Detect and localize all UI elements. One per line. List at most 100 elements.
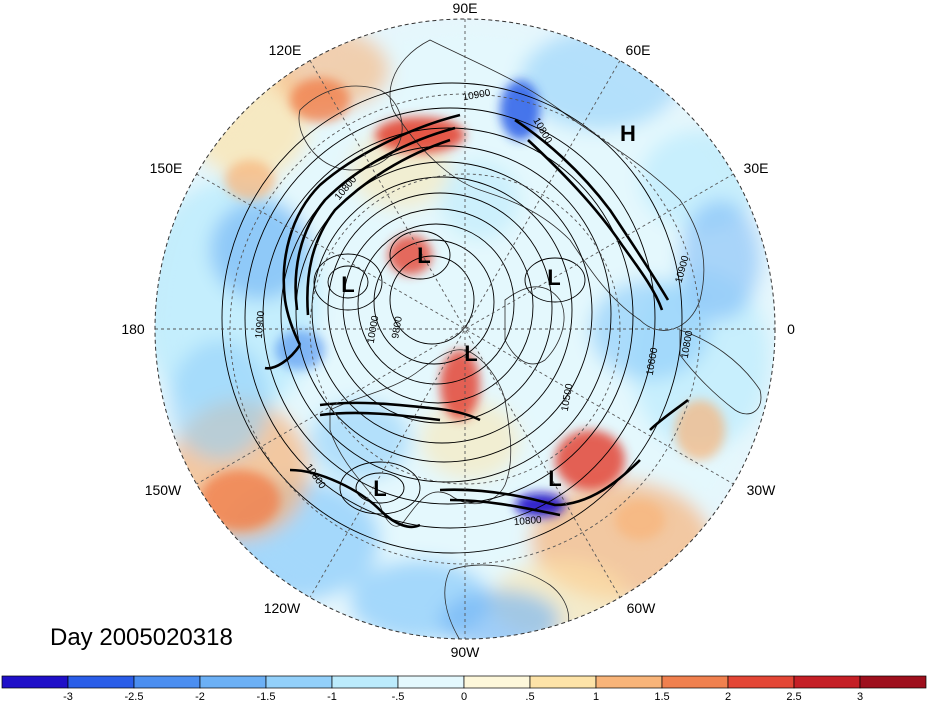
height-contour — [389, 255, 475, 345]
lon-label-120w: 120W — [264, 600, 301, 616]
lon-label-0: 0 — [787, 321, 795, 337]
contour-label: 10500 — [560, 382, 576, 412]
colorbar-tick-label: 2.5 — [786, 691, 801, 702]
contour-label: 10000 — [366, 314, 382, 344]
lon-label-120e: 120E — [269, 42, 302, 58]
meridian-150 — [196, 173, 734, 485]
anomaly-patch — [520, 30, 680, 130]
contour-label: 10900 — [462, 88, 492, 104]
height-contour — [221, 82, 683, 554]
low-pressure-marker: L — [341, 272, 354, 297]
jet-streak — [649, 398, 689, 431]
height-contour — [244, 107, 656, 529]
lon-label-90w: 90W — [451, 644, 481, 660]
jet-streak — [306, 138, 451, 316]
anomaly-patch — [440, 590, 560, 639]
map-disk — [155, 19, 775, 639]
colorbar-swatch — [67, 675, 135, 689]
height-contours — [221, 82, 683, 554]
height-contour — [355, 472, 405, 504]
lon-label-180: 180 — [121, 321, 145, 337]
height-contour — [311, 176, 573, 444]
low-pressure-marker: L — [548, 466, 561, 491]
anomaly-patch — [225, 160, 275, 200]
colorbar-swatch — [331, 675, 399, 689]
meridian-120 — [309, 60, 621, 598]
colorbar-tick-label: 0 — [461, 691, 467, 702]
height-contour — [339, 461, 421, 515]
colorbar-swatch — [199, 675, 267, 689]
colorbar-tick-label: .5 — [525, 691, 534, 702]
height-contour — [262, 127, 634, 505]
pressure-centers: H L L L L L L — [341, 121, 636, 501]
contour-label: 10800 — [680, 329, 696, 359]
lon-label-60w: 60W — [627, 600, 657, 616]
colorbar-tick-label: -3 — [63, 691, 73, 702]
colorbar-swatch — [793, 675, 861, 689]
coastline-africa-north — [679, 329, 762, 415]
anomaly-patch — [500, 80, 540, 140]
anomaly-patch — [440, 160, 520, 240]
colorbar-swatch — [529, 675, 597, 689]
jet-streak — [264, 344, 302, 370]
jet-streak — [282, 113, 461, 346]
contour-label: 10900 — [254, 310, 267, 339]
low-pressure-marker: L — [464, 341, 477, 366]
anomaly-patch — [170, 340, 270, 460]
colorbar-swatch — [133, 675, 201, 689]
height-contour — [295, 161, 593, 463]
graticule — [155, 19, 775, 639]
coastline-greenland — [504, 286, 565, 365]
anomaly-patch — [615, 500, 665, 540]
meridian-30 — [196, 173, 734, 485]
low-pressure-marker: L — [417, 243, 430, 268]
height-contour — [373, 239, 495, 365]
contour-label: 9800 — [390, 315, 405, 339]
colorbar-tick-label: -2.5 — [125, 691, 144, 702]
colorbar-swatch — [265, 675, 333, 689]
colorbar-swatch — [595, 675, 663, 689]
colorbar: -3 -2.5 -2 -1.5 -1 -.5 0 .5 1 1.5 2 2.5 3 — [1, 675, 927, 703]
anomaly-patch — [200, 470, 280, 530]
anomaly-patch — [310, 400, 410, 480]
lon-label-150e: 150E — [150, 160, 183, 176]
colorbar-swatch — [859, 675, 927, 689]
jet-streak — [439, 459, 641, 507]
jet-streak — [319, 401, 481, 422]
colorbar-swatch — [661, 675, 729, 689]
height-contour — [342, 208, 534, 404]
jet-streak — [319, 411, 441, 422]
jet-streak — [289, 468, 421, 529]
anomaly-patch — [375, 117, 465, 153]
high-pressure-marker: H — [620, 121, 636, 146]
map-border — [154, 18, 776, 640]
jet-streaks — [264, 113, 689, 529]
anomaly-patch — [388, 235, 432, 275]
coastline-south-america-top — [444, 564, 569, 639]
colorbar-tick-label: 1.5 — [654, 691, 669, 702]
colorbar-swatch — [727, 675, 795, 689]
lon-label-150w: 150W — [145, 482, 182, 498]
height-contour — [389, 230, 451, 280]
day-title: Day 2005020318 — [50, 624, 233, 651]
meridian-60 — [309, 60, 621, 598]
colorbar-tick-label: -.5 — [392, 691, 405, 702]
colorbar-tick-label: -1.5 — [257, 691, 276, 702]
low-pressure-marker: L — [547, 265, 560, 290]
height-contour — [524, 257, 586, 303]
anomaly-patch — [680, 200, 760, 320]
height-contour — [313, 253, 383, 311]
anomaly-patch — [675, 400, 725, 460]
colorbar-tick-label: 1 — [593, 691, 599, 702]
low-pressure-marker: L — [373, 476, 386, 501]
colorbar-tick-label: -1 — [327, 691, 337, 702]
height-contour — [357, 223, 515, 385]
lon-label-30e: 30E — [744, 160, 769, 176]
colorbar-swatch — [397, 675, 465, 689]
lon-label-90e: 90E — [453, 0, 478, 16]
jet-streak — [294, 126, 456, 311]
jet-streak — [514, 118, 670, 301]
contour-label: 10600 — [645, 346, 661, 376]
